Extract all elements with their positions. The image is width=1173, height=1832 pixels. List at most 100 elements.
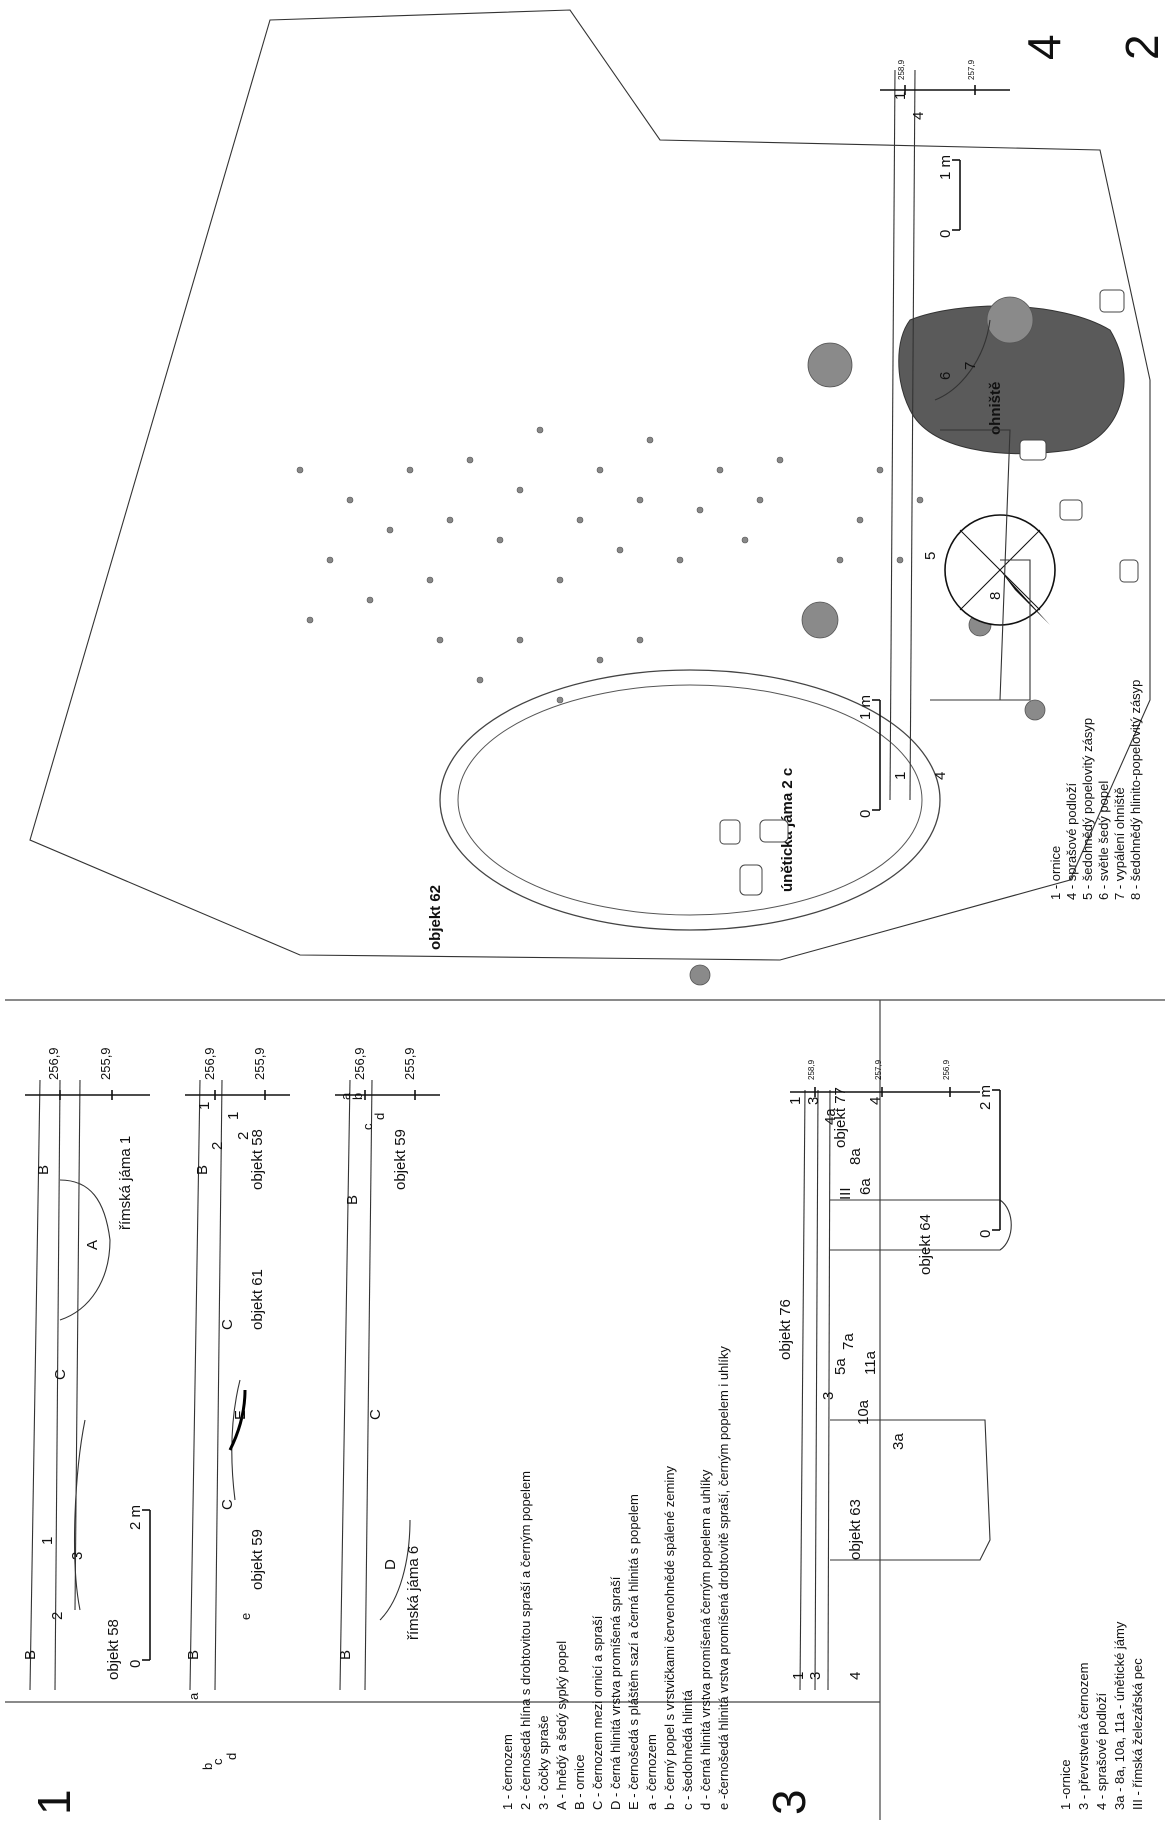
row2-elev-low: 255,9 bbox=[252, 1047, 267, 1080]
row1-num-3: 3 bbox=[69, 1552, 86, 1560]
p3-obj64: objekt 64 bbox=[917, 1214, 934, 1275]
row2-letter-e: e bbox=[238, 1613, 253, 1620]
p4-elev: 257,9 bbox=[967, 59, 976, 80]
p3-obj77: objekt 77 bbox=[832, 1087, 849, 1148]
p1-legend-item: a - černozem bbox=[644, 1734, 659, 1810]
p1-legend-item: 1 - černozem bbox=[500, 1734, 515, 1810]
p1-legend-item: b - černý popel s vrstvičkami červenohně… bbox=[662, 1466, 677, 1810]
p4-legend-item: 7 - vypálení ohniště bbox=[1112, 787, 1127, 900]
p4-n1: 1 bbox=[892, 772, 909, 780]
object-62-label: objekt 62 bbox=[427, 885, 444, 950]
p3-5a: 5a bbox=[832, 1358, 849, 1375]
row1-object-b: římská jáma 1 bbox=[117, 1136, 134, 1230]
row3-object-a: římská jáma 6 bbox=[405, 1546, 422, 1640]
profile-row-3: B B C D a b c d římská jáma 6 objekt 59 … bbox=[335, 1047, 440, 1691]
p3-legend-item: 1 -ornice bbox=[1058, 1759, 1073, 1810]
p3-obj76: objekt 76 bbox=[777, 1299, 794, 1360]
p3-elevation-scale: 258,9 257,9 256,9 bbox=[790, 1059, 980, 1097]
hearth-label: ohniště bbox=[987, 382, 1004, 435]
p3-11a: 11a bbox=[862, 1350, 879, 1375]
p4-n1b: 1 bbox=[892, 92, 909, 100]
row2-elev-high: 256,9 bbox=[202, 1047, 217, 1080]
p1-legend-item: e -černošedá hlinitá vrstva promíšená dr… bbox=[716, 1346, 731, 1810]
north-arrow bbox=[944, 514, 1056, 626]
p4-elev: 258,9 bbox=[897, 59, 906, 80]
row2-letter-B: B bbox=[185, 1650, 202, 1660]
row2-letter-a: a bbox=[186, 1692, 201, 1700]
row2-letter-C: C bbox=[219, 1499, 236, 1510]
p3-ground-line-3 bbox=[827, 1089, 831, 1691]
panel-3-number: 3 bbox=[763, 1789, 815, 1815]
row1-num-1: 1 bbox=[39, 1537, 56, 1545]
p4-n6: 6 bbox=[937, 372, 954, 380]
row3-elev-low: 255,9 bbox=[402, 1047, 417, 1080]
panel-4-number: 4 bbox=[1018, 34, 1070, 60]
hearth: ohniště bbox=[898, 305, 1125, 455]
row3-letter-B2: B bbox=[344, 1195, 361, 1205]
p4-n5: 5 bbox=[922, 552, 939, 560]
p3-n1b: 1 bbox=[790, 1672, 807, 1680]
p3-ground-line-1 bbox=[799, 1089, 806, 1691]
row2-letter-b: b bbox=[200, 1763, 215, 1770]
row1-object-a: objekt 58 bbox=[105, 1619, 122, 1680]
panel-dividers bbox=[5, 999, 1165, 1820]
p3-10a: 10a bbox=[855, 1399, 872, 1425]
p4-n7: 7 bbox=[962, 362, 979, 370]
p4-scale-zero: 0 bbox=[937, 230, 954, 238]
p4-scale2-zero: 0 bbox=[857, 810, 874, 818]
p3-legend-item: 3a - 8a, 10a, 11a - únětické jámy bbox=[1112, 1621, 1127, 1810]
p3-pit-63 bbox=[830, 1419, 991, 1561]
scale-zero: 0 bbox=[127, 1660, 144, 1668]
p3-n3c: 3 bbox=[807, 1672, 824, 1680]
row2-object-a: objekt 59 bbox=[249, 1529, 266, 1590]
panel-1-legend: 1 - černozem 2 - černošedá hlína s drobt… bbox=[500, 1346, 731, 1810]
p4-legend-item: 5 - šedohnědý popelovitý zásyp bbox=[1080, 718, 1095, 900]
p4-scale2-label: 1 m bbox=[857, 695, 874, 720]
p3-8a: 8a bbox=[847, 1148, 864, 1165]
row1-elev-low: 255,9 bbox=[98, 1047, 113, 1080]
p4-scale-label: 1 m bbox=[937, 155, 954, 180]
row3-object-b: objekt 59 bbox=[392, 1129, 409, 1190]
p3-scale-bar: 0 2 m bbox=[977, 1085, 1001, 1238]
panel-1-profiles: 1 0 2 m B B C A 1 2 3 objekt 58 římská j… bbox=[22, 1047, 731, 1815]
row3-letter-D: D bbox=[382, 1559, 399, 1570]
p1-legend-item: B - ornice bbox=[572, 1754, 587, 1810]
row2-object-c: objekt 58 bbox=[249, 1129, 266, 1190]
p3-n1: 1 bbox=[787, 1097, 804, 1105]
p3-scale-zero: 0 bbox=[977, 1230, 994, 1238]
panel-1-number: 1 bbox=[28, 1789, 80, 1815]
p4-n4b: 4 bbox=[910, 112, 927, 120]
panel-2-number: 2 bbox=[1116, 34, 1168, 60]
p3-legend-item: III - římská železářská pec bbox=[1130, 1658, 1145, 1810]
panel-4-legend: 1 - ornice 4 - sprašové podloží 5 - šedo… bbox=[1048, 680, 1143, 900]
p3-3a: 3a bbox=[890, 1433, 907, 1450]
profile-row-2: B B C E C a b c d e 1 2 1 2 objekt 59 ob… bbox=[185, 1047, 290, 1770]
p1-legend-item: D - černá hlinitá vrstva promíšená spraš… bbox=[608, 1576, 623, 1810]
p1-legend-item: E - černošedá s pláštěm sazí a černá hli… bbox=[626, 1494, 641, 1810]
p1-legend-item: C - černozem mezi ornicí a spraší bbox=[590, 1615, 605, 1810]
p3-7a: 7a bbox=[840, 1333, 857, 1350]
row1-elev-high: 256,9 bbox=[46, 1047, 61, 1080]
row2-num-2b: 2 bbox=[235, 1132, 252, 1140]
p3-legend-item: 4 - sprašové podloží bbox=[1094, 1693, 1109, 1810]
panel-3-profile: 3 objekt 76 objekt 77 objekt 64 objekt 6… bbox=[763, 1059, 1145, 1815]
p4-n4: 4 bbox=[932, 772, 949, 780]
profile-row-1: B B C A 1 2 3 objekt 58 římská jáma 1 25… bbox=[22, 1047, 150, 1691]
row3-letter-B: B bbox=[337, 1650, 354, 1660]
p3-obj63: objekt 63 bbox=[847, 1499, 864, 1560]
row2-num-1b: 1 bbox=[225, 1112, 242, 1120]
p1-legend-item: 3 - čočky spraše bbox=[536, 1715, 551, 1810]
p3-n3: 3 bbox=[820, 1392, 837, 1400]
p1-legend-item: c - šedohnědá hlinitá bbox=[680, 1689, 695, 1810]
p1-legend-item: A - hnědý a šedý sypký popel bbox=[554, 1641, 569, 1810]
row2-letter-d: d bbox=[224, 1753, 239, 1760]
p1-legend-item: 2 - černošedá hlína s drobtovitou spraší… bbox=[518, 1471, 533, 1810]
p3-elev: 257,9 bbox=[874, 1059, 883, 1080]
p4-scale-bar: 0 1 m bbox=[937, 155, 961, 238]
row2-letter-B2: B bbox=[194, 1165, 211, 1175]
p1-legend-item: d - černá hlinitá vrstva promíšená černý… bbox=[698, 1469, 713, 1810]
p3-elev: 258,9 bbox=[807, 1059, 816, 1080]
p3-elev: 256,9 bbox=[942, 1059, 951, 1080]
p3-n3b: 3 bbox=[805, 1097, 822, 1105]
